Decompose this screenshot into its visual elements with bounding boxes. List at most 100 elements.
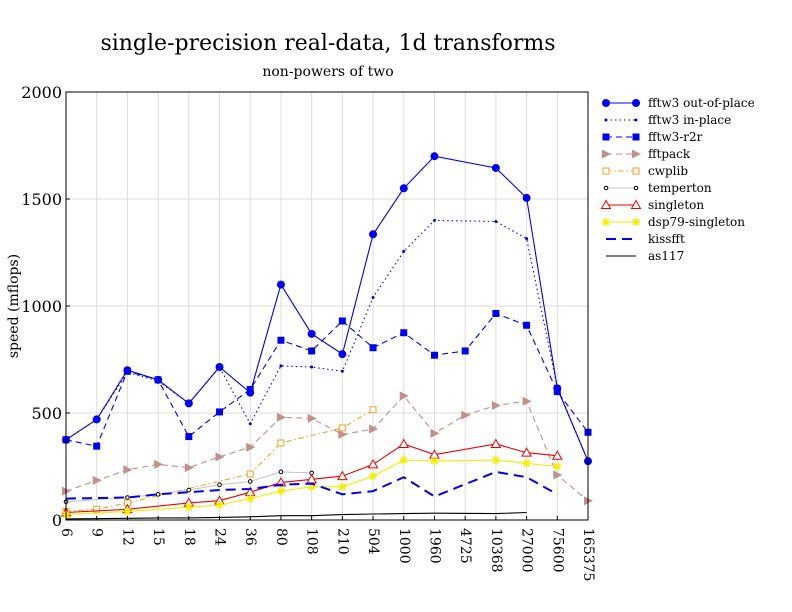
data-point: [340, 369, 344, 373]
legend-label: kissfft: [648, 232, 685, 246]
data-point: [430, 351, 438, 359]
data-point: [371, 295, 375, 299]
data-point: [491, 456, 500, 465]
data-point: [490, 438, 502, 449]
data-point: [248, 422, 252, 426]
data-point: [338, 424, 346, 432]
series-temperton: [63, 469, 314, 505]
x-tick-label: 1000: [396, 528, 412, 564]
data-point: [123, 507, 132, 516]
data-point: [369, 406, 377, 414]
legend-label: temperton: [648, 181, 712, 195]
data-point: [603, 185, 609, 191]
data-point: [310, 365, 314, 369]
data-point: [276, 487, 285, 496]
data-point: [123, 367, 131, 375]
data-point: [307, 329, 316, 338]
data-point: [633, 185, 639, 191]
data-point: [399, 391, 409, 401]
data-point: [277, 439, 285, 447]
star-stroke: [400, 456, 408, 464]
star-stroke: [338, 483, 346, 491]
series-line: [65, 470, 558, 500]
data-point: [630, 199, 642, 209]
data-point: [523, 321, 531, 329]
x-tick-label: 4725: [457, 528, 473, 564]
data-point: [216, 408, 224, 416]
data-point: [246, 470, 254, 478]
data-point: [402, 249, 406, 253]
star-stroke: [246, 495, 254, 503]
legend-label: fftw3 out-of-place: [648, 96, 755, 110]
data-point: [187, 401, 191, 405]
data-point: [522, 193, 531, 202]
star-stroke: [215, 501, 224, 509]
axes: 6 9 12 15 18 24 36 80 108 210 504 1000 1960 4725 10368…: [21, 83, 596, 581]
data-point: [246, 385, 254, 393]
data-point: [247, 479, 253, 484]
data-point: [278, 469, 284, 475]
data-point: [398, 438, 410, 449]
data-point: [93, 505, 101, 513]
legend-label: singleton: [648, 198, 704, 212]
x-tick-label: 10368: [488, 528, 504, 573]
y-axis-label: speed (mflops): [6, 254, 22, 358]
legend-entry: dsp79-singleton: [602, 215, 745, 229]
legend-entry: fftw3 in-place: [604, 113, 731, 127]
x-tick-label: 504: [365, 528, 381, 555]
data-point: [604, 118, 608, 122]
series-kissfft: [65, 470, 558, 500]
data-point: [634, 118, 638, 122]
x-tick-label: 18: [181, 528, 197, 546]
star-stroke: [553, 462, 561, 471]
data-point: [276, 280, 285, 289]
legend-entry: cwplib: [602, 164, 688, 178]
data-point: [461, 347, 469, 355]
x-tick-label: 1960: [426, 528, 442, 564]
data-point: [155, 492, 161, 497]
chart-title: single-precision real-data, 1d transform…: [100, 31, 555, 56]
data-point: [399, 456, 408, 465]
legend-entry: temperton: [603, 181, 712, 195]
data-point: [553, 462, 562, 471]
data-point: [338, 317, 346, 325]
data-point: [246, 442, 256, 452]
star-stroke: [632, 218, 640, 226]
x-tick-label: 6: [58, 528, 74, 537]
star-stroke: [123, 507, 131, 515]
data-point: [369, 230, 378, 239]
star-stroke: [369, 472, 377, 480]
legend-entry: as117: [606, 249, 684, 263]
data-point: [430, 457, 439, 466]
data-point: [218, 365, 222, 369]
data-point: [369, 424, 379, 434]
data-point: [602, 149, 611, 159]
legend-entry: kissfft: [606, 232, 685, 246]
legend-entry: fftw3 out-of-place: [602, 96, 755, 110]
data-point: [491, 163, 500, 172]
data-point: [555, 385, 559, 389]
series-line: [65, 443, 558, 514]
legend: fftw3 out-of-place fftw3 in-place fftw3-r2…: [600, 96, 755, 263]
data-point: [215, 501, 224, 510]
data-point: [553, 388, 561, 396]
y-tick-label: 2000: [21, 83, 62, 102]
data-point: [186, 487, 192, 493]
legend-label: fftpack: [648, 147, 691, 161]
data-point: [632, 99, 640, 107]
data-point: [93, 442, 101, 450]
series-fftpack: [62, 391, 593, 506]
data-point: [602, 99, 610, 107]
data-point: [367, 458, 379, 469]
data-point: [553, 470, 563, 480]
data-point: [430, 152, 439, 161]
x-tick-label: 12: [119, 528, 135, 546]
legend-label: cwplib: [648, 164, 688, 178]
data-point: [632, 167, 640, 175]
legend-label: dsp79-singleton: [648, 215, 745, 229]
data-point: [217, 482, 222, 487]
data-point: [602, 133, 610, 141]
data-point: [602, 218, 610, 226]
x-tick-label: 27000: [519, 528, 535, 573]
data-point: [525, 237, 529, 241]
